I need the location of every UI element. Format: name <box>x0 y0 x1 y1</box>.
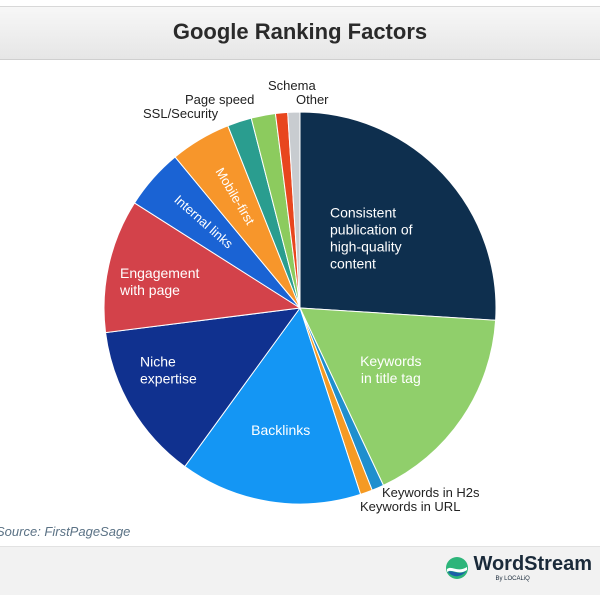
pie-slice-backlinks <box>184 306 362 505</box>
pie-label-keywords-in-h2s: Keywords in H2s <box>382 485 480 500</box>
pie-slice-other <box>287 111 301 309</box>
pie-label-page-speed: Page speed <box>185 92 254 107</box>
pie-label-niche-expertise: Niche expertise <box>140 353 197 386</box>
pie-slices <box>103 111 497 505</box>
footer-band <box>0 546 600 595</box>
chart-title: Google Ranking Factors <box>172 19 428 44</box>
wordstream-logo-icon <box>446 557 469 579</box>
brand-name: WordStream <box>473 553 592 575</box>
brand-logo: WordStream By LOCALiQ <box>445 553 592 583</box>
pie-label-schema: Schema <box>268 78 316 93</box>
pie-label-keywords-in-title-tag: Keywords in title tag <box>360 353 421 386</box>
pie-slice-keywords-in-title-tag <box>299 307 497 487</box>
pie-label-engagement-with-page: Engagement with page <box>119 265 200 298</box>
pie-label-other: Other <box>296 92 329 107</box>
pie-slice-niche-expertise <box>104 307 302 468</box>
pie-label-consistent-publication-of-high-quality-content: Consistent publication of high-quality cont… <box>330 205 413 272</box>
pie-label-keywords-in-url: Keywords in URL <box>360 499 460 514</box>
brand-subtitle: By LOCALiQ <box>495 576 530 582</box>
pie-slice-engagement-with-page <box>103 202 302 334</box>
pie-label-backlinks: Backlinks <box>251 422 310 438</box>
source-note: Source: FirstPageSage <box>0 524 131 539</box>
pie-slice-consistent-publication-of-high-quality-content <box>299 111 497 321</box>
pie-label-ssl-security: SSL/Security <box>143 106 219 121</box>
title-band <box>0 6 600 60</box>
